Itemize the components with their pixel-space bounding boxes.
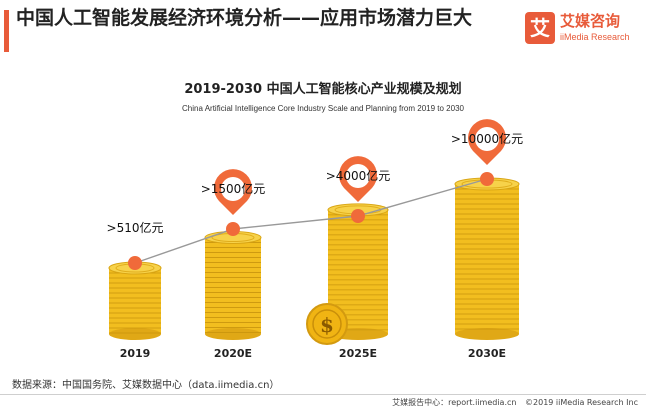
chart-subtitle: China Artificial Intelligence Core Indus… [182,104,464,113]
data-point-marker [339,156,378,223]
data-label: >4000亿元 [326,168,391,183]
data-label: >510亿元 [107,220,164,235]
report-site-link[interactable]: 艾媒报告中心：report.iimedia.cn [392,398,517,407]
title-accent-bar [4,10,9,52]
dollar-coin-icon: $ [306,303,348,345]
copyright: ©2019 iiMedia Research Inc [525,398,638,407]
data-point-marker [214,169,252,236]
x-tick-label: 2020E [214,347,252,360]
bar-2030E [454,177,520,340]
data-point-marker [128,256,142,270]
chart-title: 2019-2030 中国人工智能核心产业规模及规划 [184,82,462,97]
page-title: 中国人工智能发展经济环境分析——应用市场潜力巨大 [16,7,473,29]
logo-mark-icon: 艾 [525,12,555,44]
data-label: >1500亿元 [201,181,266,196]
data-source: 数据来源：中国国务院、艾媒数据中心（data.iimedia.cn） [12,380,280,391]
x-tick-label: 2019 [120,347,151,360]
logo-name-en: iiMedia Research [560,32,630,42]
bar-2019 [108,261,162,340]
x-tick-label: 2025E [339,347,377,360]
x-tick-label: 2030E [468,347,506,360]
bar-2025E [327,203,389,340]
trend-line [134,178,488,264]
data-point-marker [468,119,507,186]
bar-2020E [204,231,262,340]
data-label: >10000亿元 [451,131,523,146]
brand-logo: 艾 艾媒咨询 iiMedia Research [525,10,643,50]
logo-name-cn: 艾媒咨询 [560,12,621,30]
svg-text:$: $ [320,313,334,337]
footer-divider [0,394,646,395]
footer-info: 艾媒报告中心：report.iimedia.cn ©2019 iiMedia R… [386,397,638,408]
